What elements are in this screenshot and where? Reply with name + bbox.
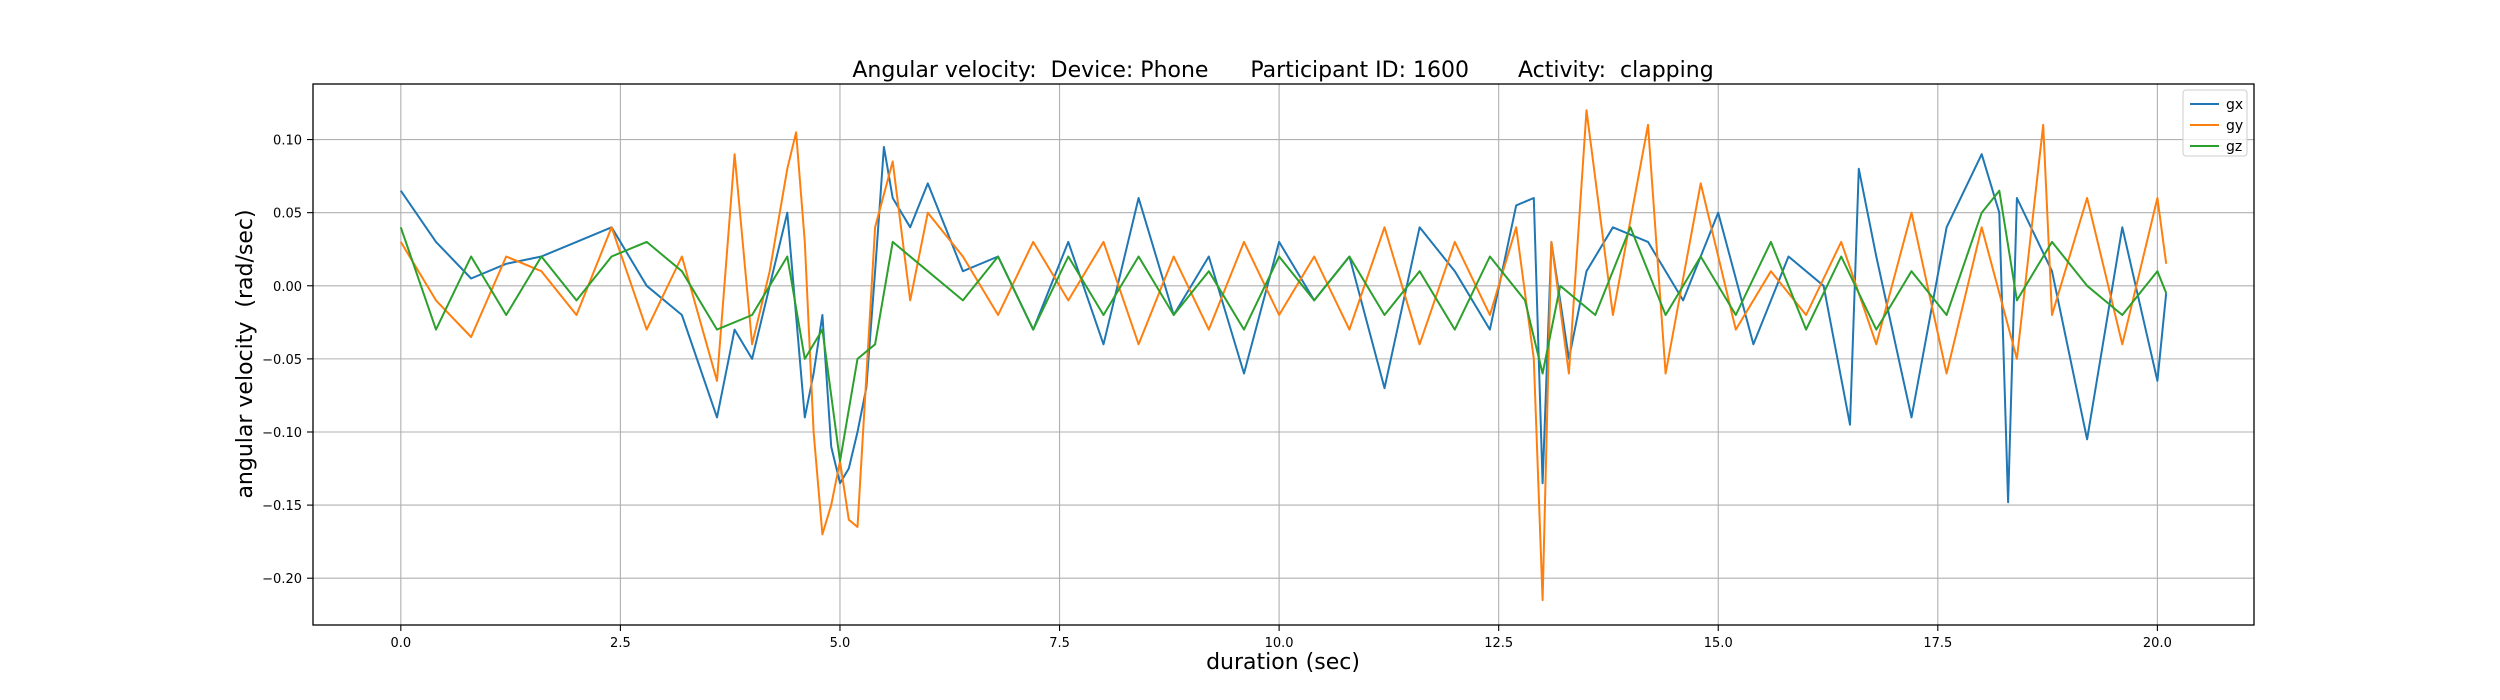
x-tick-label: 2.5 (610, 636, 631, 651)
y-tick-label: −0.10 (262, 426, 302, 441)
y-tick-label: 0.10 (273, 134, 302, 149)
plot-frame (312, 83, 2255, 626)
x-tick-label: 12.5 (1484, 636, 1513, 651)
y-tick-label: −0.05 (262, 353, 302, 368)
x-tick-label: 0.0 (390, 636, 411, 651)
x-tick-label: 20.0 (2143, 636, 2172, 651)
legend-label-gz: gz (2226, 139, 2242, 155)
x-axis-title: duration (sec) (1206, 650, 1360, 675)
series-line-gz (399, 189, 2168, 463)
legend-label-gx: gx (2226, 97, 2243, 113)
x-tick-label: 7.5 (1049, 636, 1070, 651)
plot-area (313, 84, 2254, 625)
grid (313, 84, 2254, 625)
x-tick-label: 5.0 (830, 636, 851, 651)
y-tick-label: −0.20 (262, 572, 302, 587)
y-tick-label: 0.05 (273, 207, 302, 222)
series-line-gx (399, 145, 2168, 504)
legend-label-gy: gy (2226, 118, 2243, 134)
series-lines (399, 109, 2168, 602)
x-tick-label: 10.0 (1265, 636, 1294, 651)
x-tick-label: 15.0 (1704, 636, 1733, 651)
series-line-gy (399, 109, 2168, 602)
legend: gx gy gz (2182, 89, 2248, 157)
y-tick-label: 0.00 (273, 280, 302, 295)
axis-ticks: 0.0 2.5 5.0 7.5 10.0 12.5 15.0 17.5 20.0 −0.20 −0.… (262, 134, 2172, 651)
x-tick-label: 17.5 (1923, 636, 1952, 651)
chart-title: Angular velocity: Device: Phone Particip… (852, 58, 1713, 83)
legend-box (2182, 89, 2248, 157)
y-tick-label: −0.15 (262, 499, 302, 514)
y-axis-title: angular velocity (rad/sec) (233, 209, 258, 498)
